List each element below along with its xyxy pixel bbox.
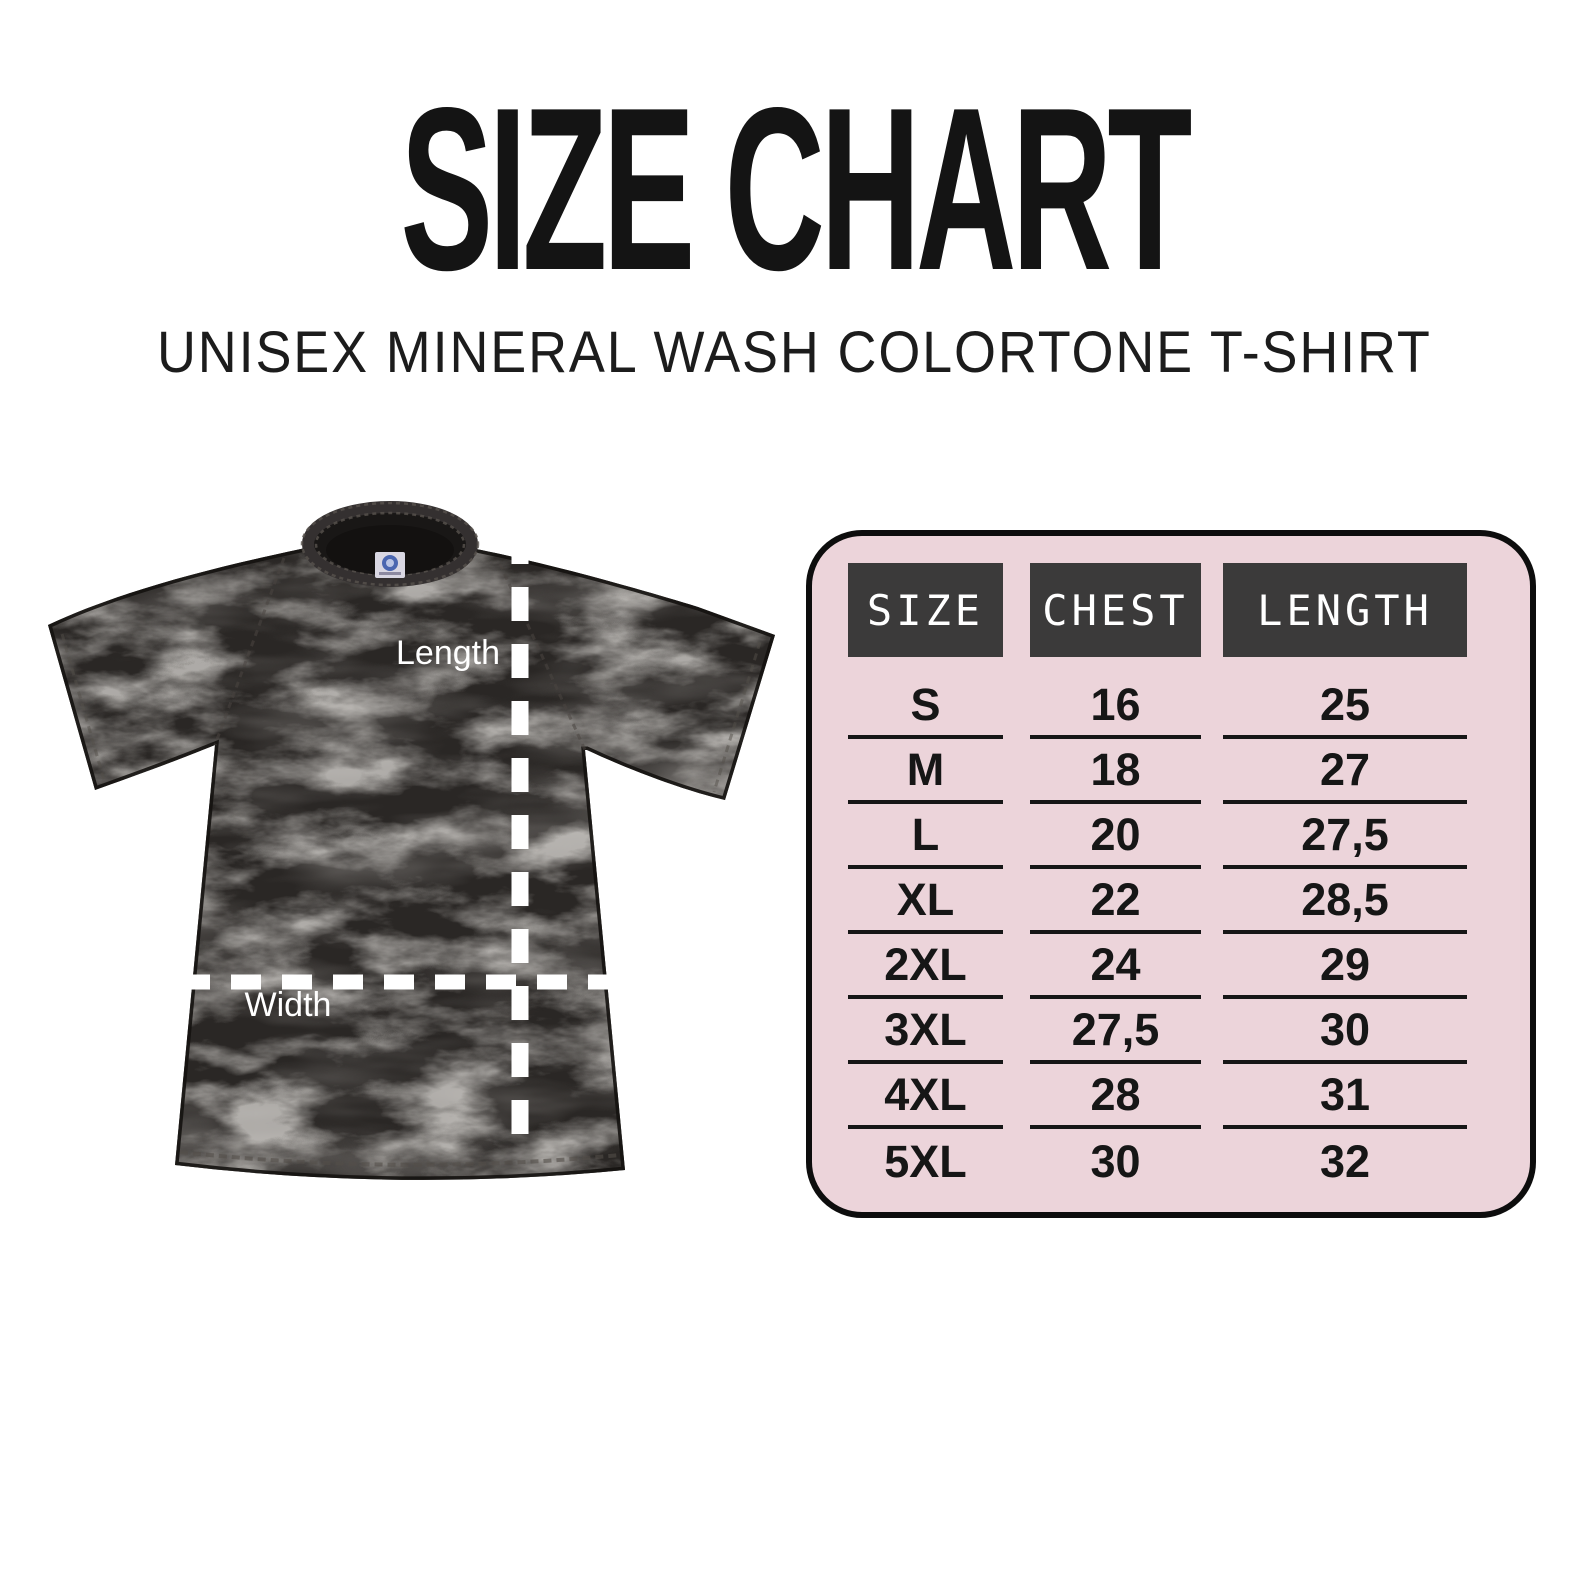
page-subtitle-text: UNISEX MINERAL WASH COLORTONE T-SHIRT: [156, 320, 1432, 385]
table-row: L 20 27,5: [848, 804, 1530, 869]
table-row: XL 22 28,5: [848, 869, 1530, 934]
page-title: SIZE CHART: [0, 74, 1588, 306]
page-title-text: SIZE CHART: [400, 60, 1192, 319]
length-cell: 32: [1319, 1136, 1371, 1187]
collar: [300, 501, 480, 587]
length-cell: 31: [1223, 1064, 1467, 1129]
length-cell: 27: [1223, 739, 1467, 804]
table-row: 3XL 27,5 30: [848, 999, 1530, 1064]
chest-cell: 30: [1090, 1136, 1141, 1187]
size-cell: 2XL: [848, 934, 1003, 999]
length-cell: 29: [1223, 934, 1467, 999]
right-sleeve-hem-stitch: [712, 641, 762, 793]
tshirt-measurement-diagram: Length Width: [38, 492, 782, 1192]
page-subtitle: UNISEX MINERAL WASH COLORTONE T-SHIRT: [0, 318, 1588, 388]
size-table-panel: SIZE CHEST LENGTH S 16 25 M 18 27 L 20 2…: [806, 530, 1536, 1218]
table-body: S 16 25 M 18 27 L 20 27,5 XL 22 28,5 2XL…: [848, 674, 1530, 1194]
column-header-length: LENGTH: [1223, 563, 1467, 657]
length-cell: 27,5: [1223, 804, 1467, 869]
length-label: Length: [396, 634, 500, 672]
tshirt-body: [48, 504, 775, 1180]
table-header-row: SIZE CHEST LENGTH: [848, 563, 1530, 657]
chest-cell: 18: [1030, 739, 1201, 804]
size-cell: 3XL: [848, 999, 1003, 1064]
column-header-chest: CHEST: [1030, 563, 1201, 657]
chest-cell: 28: [1030, 1064, 1201, 1129]
tshirt-figure: Length Width: [48, 501, 775, 1180]
column-header-size: SIZE: [848, 563, 1003, 657]
size-cell: S: [848, 674, 1003, 739]
length-cell: 25: [1223, 674, 1467, 739]
table-row: S 16 25: [848, 674, 1530, 739]
width-label: Width: [245, 986, 332, 1024]
size-cell: L: [848, 804, 1003, 869]
table-row: M 18 27: [848, 739, 1530, 804]
chest-cell: 27,5: [1030, 999, 1201, 1064]
table-row: 5XL 30 32: [848, 1129, 1530, 1194]
length-cell: 28,5: [1223, 869, 1467, 934]
size-cell: M: [848, 739, 1003, 804]
neck-tag-icon: [375, 552, 405, 578]
size-cell: XL: [848, 869, 1003, 934]
table-row: 2XL 24 29: [848, 934, 1530, 999]
chest-cell: 22: [1030, 869, 1201, 934]
length-cell: 30: [1223, 999, 1467, 1064]
chest-cell: 16: [1030, 674, 1201, 739]
left-sleeve-hem-stitch: [60, 633, 106, 781]
chest-cell: 24: [1030, 934, 1201, 999]
size-cell: 4XL: [848, 1064, 1003, 1129]
left-sleeve-seam: [213, 557, 286, 746]
hem-stitch: [179, 1150, 621, 1167]
chest-cell: 20: [1030, 804, 1201, 869]
table-row: 4XL 28 31: [848, 1064, 1530, 1129]
size-cell: 5XL: [884, 1136, 967, 1187]
